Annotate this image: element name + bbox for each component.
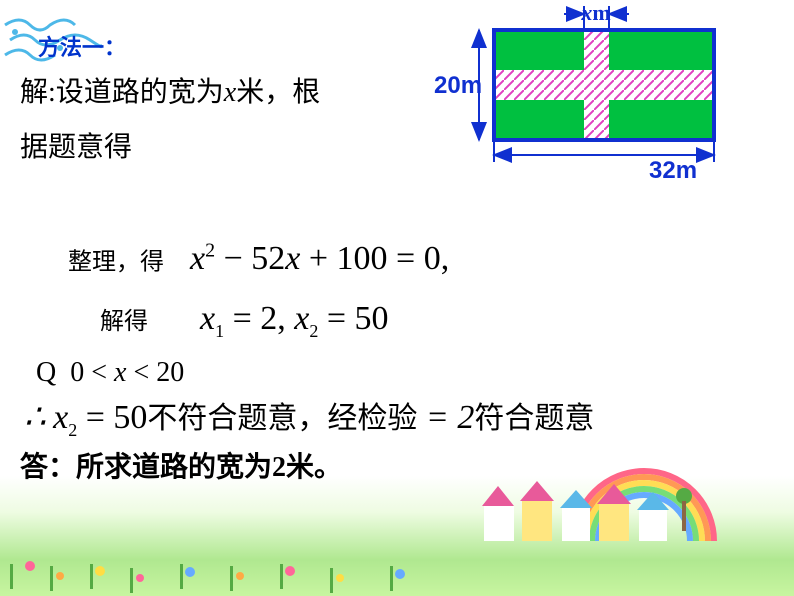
therefore-line: ∴ x2 = 50不符合题意，经检验 = 2符合题意 — [24, 393, 594, 441]
houses-decoration — [474, 466, 714, 546]
label-20m: 20m — [434, 72, 482, 99]
label-xm: xm — [580, 0, 610, 25]
answer-line: 答：所求道路的宽为2米。 — [20, 445, 342, 485]
problem-line2: 据题意得 — [20, 125, 132, 165]
equation-solutions: 解得 x1 = 2, x2 = 50 — [100, 300, 389, 342]
problem-line1: 解:设道路的宽为x米，根 — [20, 70, 320, 110]
label-32m: 32m — [649, 157, 697, 184]
condition-line: Q 0 < x < 20 — [36, 357, 184, 389]
method-title: 方法一： — [38, 30, 126, 62]
equation-sorted: 整理，得 x2 − 52x + 100 = 0, — [68, 240, 449, 278]
flowers-decoration — [0, 536, 794, 596]
field-diagram: xm 20m 32m — [434, 0, 734, 200]
